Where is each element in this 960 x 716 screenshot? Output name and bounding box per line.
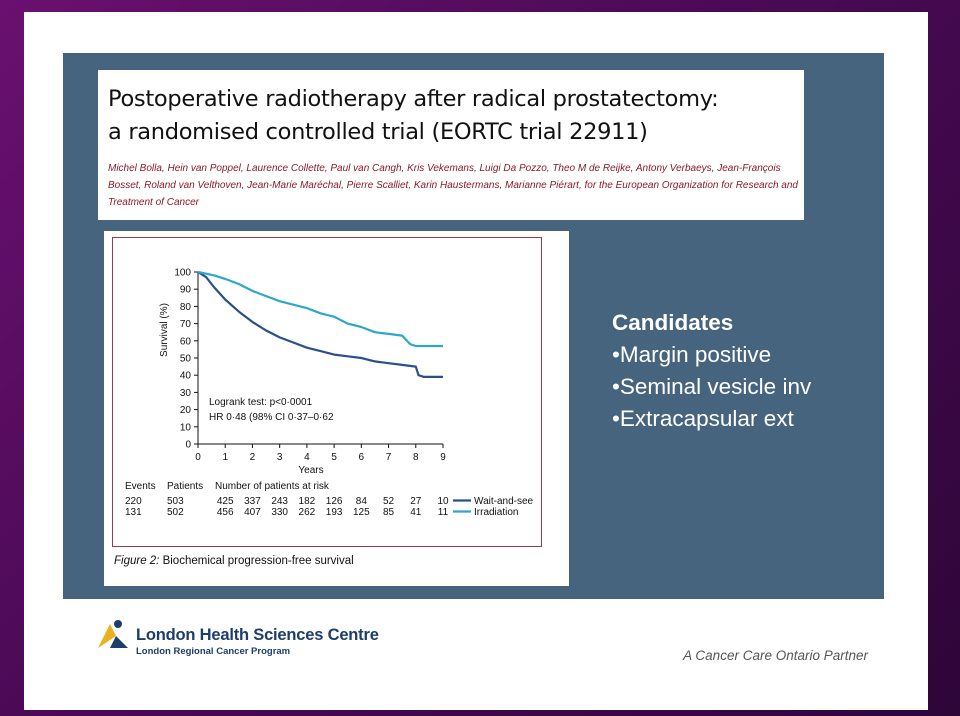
risk-header-number: Number of patients at risk — [215, 481, 330, 492]
y-tick-label: 80 — [180, 302, 192, 313]
risk-count: 243 — [271, 496, 288, 507]
paper-title: Postoperative radiotherapy after radical… — [108, 83, 798, 149]
org-name: London Health Sciences Centre — [136, 626, 379, 644]
y-tick-label: 10 — [180, 422, 192, 433]
risk-events: 220 — [125, 496, 142, 507]
slide: Postoperative radiotherapy after radical… — [24, 12, 928, 710]
candidate-item: •Seminal vesicle inv — [612, 374, 812, 399]
risk-count: 10 — [437, 496, 449, 507]
y-tick-label: 20 — [180, 405, 192, 416]
paper-title-line1: Postoperative radiotherapy after radical… — [108, 86, 719, 112]
risk-count: 52 — [383, 496, 395, 507]
candidate-item: •Margin positive — [612, 342, 772, 367]
y-tick-label: 50 — [180, 354, 192, 365]
risk-count: 27 — [410, 496, 422, 507]
paper-title-line2: a randomised controlled trial (EORTC tri… — [108, 119, 648, 145]
paper-header: Postoperative radiotherapy after radical… — [98, 70, 804, 220]
risk-header-events: Events — [125, 481, 156, 492]
figure-number: Figure 2: — [114, 555, 160, 567]
y-tick-label: 100 — [174, 268, 191, 279]
y-tick-label: 70 — [180, 319, 192, 330]
hr-annotation: HR 0·48 (98% CI 0·37–0·62 — [209, 412, 334, 423]
candidate-item: •Extracapsular ext — [612, 406, 794, 431]
y-tick-label: 60 — [180, 336, 192, 347]
risk-count: 262 — [299, 507, 316, 518]
x-tick-label: 1 — [222, 452, 228, 463]
risk-count: 125 — [353, 507, 370, 518]
x-tick-label: 0 — [195, 452, 201, 463]
series-line-wait-and-see — [197, 271, 443, 378]
risk-count: 193 — [326, 507, 343, 518]
org-subtitle: London Regional Cancer Program — [136, 646, 291, 657]
content-panel: Postoperative radiotherapy after radical… — [63, 53, 884, 599]
risk-events: 131 — [125, 507, 142, 518]
candidates-list: Candidates •Margin positive •Seminal ves… — [612, 307, 811, 435]
x-tick-label: 5 — [331, 452, 337, 463]
figure-frame: 0 10 20 30 40 50 60 70 80 90 100 0 1 2 3 4 5 6 7 8 9 Surviva… — [112, 237, 542, 547]
legend-label-wait-and-see: Wait-and-see — [474, 496, 534, 507]
risk-count: 11 — [438, 507, 449, 518]
x-axis-label: Years — [298, 465, 323, 476]
risk-count: 337 — [244, 496, 261, 507]
risk-patients: 502 — [167, 507, 184, 518]
x-tick-label: 7 — [386, 452, 392, 463]
x-tick-label: 6 — [359, 452, 365, 463]
risk-count: 456 — [217, 507, 234, 518]
x-tick-label: 4 — [304, 452, 310, 463]
x-tick-label: 8 — [413, 452, 419, 463]
candidates-title: Candidates — [612, 310, 734, 335]
risk-count: 330 — [271, 507, 288, 518]
legend-label-irradiation: Irradiation — [474, 507, 518, 518]
risk-count: 84 — [356, 496, 368, 507]
y-tick-label: 0 — [185, 440, 191, 451]
logo-text: London Health Sciences Centre London Reg… — [136, 626, 379, 657]
figure-caption-text: Biochemical progression-free survival — [159, 555, 354, 567]
paper-authors: Michel Bolla, Hein van Poppel, Laurence … — [108, 163, 798, 208]
y-axis-label: Survival (%) — [159, 303, 170, 357]
x-tick-label: 2 — [250, 452, 256, 463]
figure-box: 0 10 20 30 40 50 60 70 80 90 100 0 1 2 3 4 5 6 7 8 9 Surviva… — [104, 231, 569, 586]
risk-count: 407 — [244, 507, 261, 518]
y-tick-label: 40 — [180, 371, 192, 382]
partner-text: A Cancer Care Ontario Partner — [683, 648, 868, 663]
y-tick-label: 90 — [180, 285, 192, 296]
risk-count: 85 — [383, 507, 395, 518]
risk-patients: 503 — [167, 496, 184, 507]
series-line-irradiation — [197, 270, 443, 348]
risk-header-patients: Patients — [167, 481, 203, 492]
lhsc-logo-icon — [98, 620, 128, 648]
risk-count: 41 — [410, 507, 422, 518]
logrank-annotation: Logrank test: p<0·0001 — [209, 397, 313, 408]
figure-caption: Figure 2: Biochemical progression-free s… — [114, 555, 354, 567]
risk-count: 425 — [217, 496, 234, 507]
risk-count: 126 — [326, 496, 343, 507]
y-tick-label: 30 — [180, 388, 192, 399]
x-tick-label: 9 — [440, 452, 446, 463]
risk-count: 182 — [299, 496, 316, 507]
x-tick-label: 3 — [277, 452, 283, 463]
